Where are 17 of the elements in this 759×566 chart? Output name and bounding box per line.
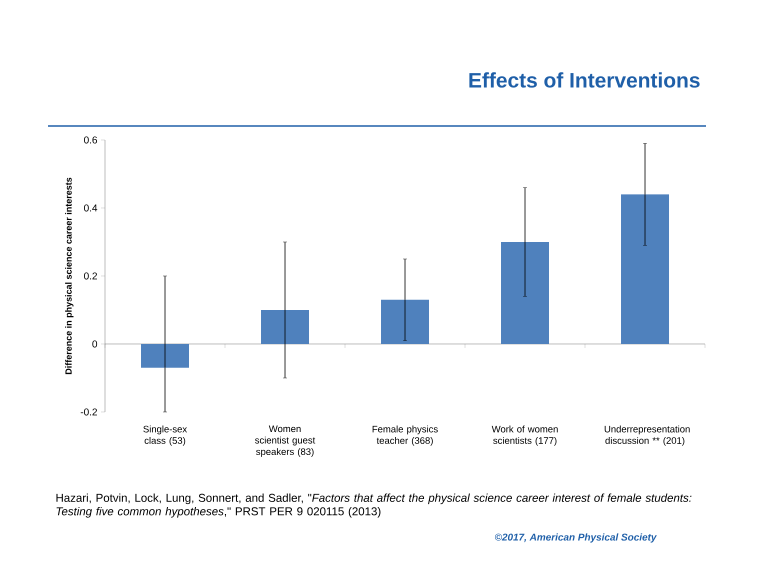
text: ©2017, American Physical Society (494, 533, 657, 543)
x-tick-label: Female physics teacher (368) (372, 426, 438, 446)
x-tick-label: Work of women scientists (177) (492, 426, 558, 446)
y-tick-label: 0.2 (84, 272, 97, 280)
x-tick-label: Women scientist guest speakers (83) (255, 426, 316, 457)
text: Hazari, Potvin, Lock, Lung, Sonnert, and Sadler, "Factors that affect the physical science career interest of female students: Testing five common hypotheses," PRST PER 9 020115 (2013) (56, 494, 692, 518)
bar (621, 194, 670, 344)
y-tick-label: 0 (92, 340, 98, 348)
y-axis-title: Difference in physical science career interests (65, 178, 74, 374)
x-tick-label: Underrepresentation discussion ** (201) (604, 426, 690, 446)
bar (261, 310, 310, 344)
bar (141, 344, 190, 368)
x-tick-label: Single-sex class (53) (143, 426, 187, 446)
chart-title: Effects of Interventions (469, 72, 700, 88)
y-tick-label: 0.4 (84, 204, 98, 212)
y-tick-label: -0.2 (80, 408, 97, 416)
y-tick-label: 0.6 (84, 136, 98, 144)
